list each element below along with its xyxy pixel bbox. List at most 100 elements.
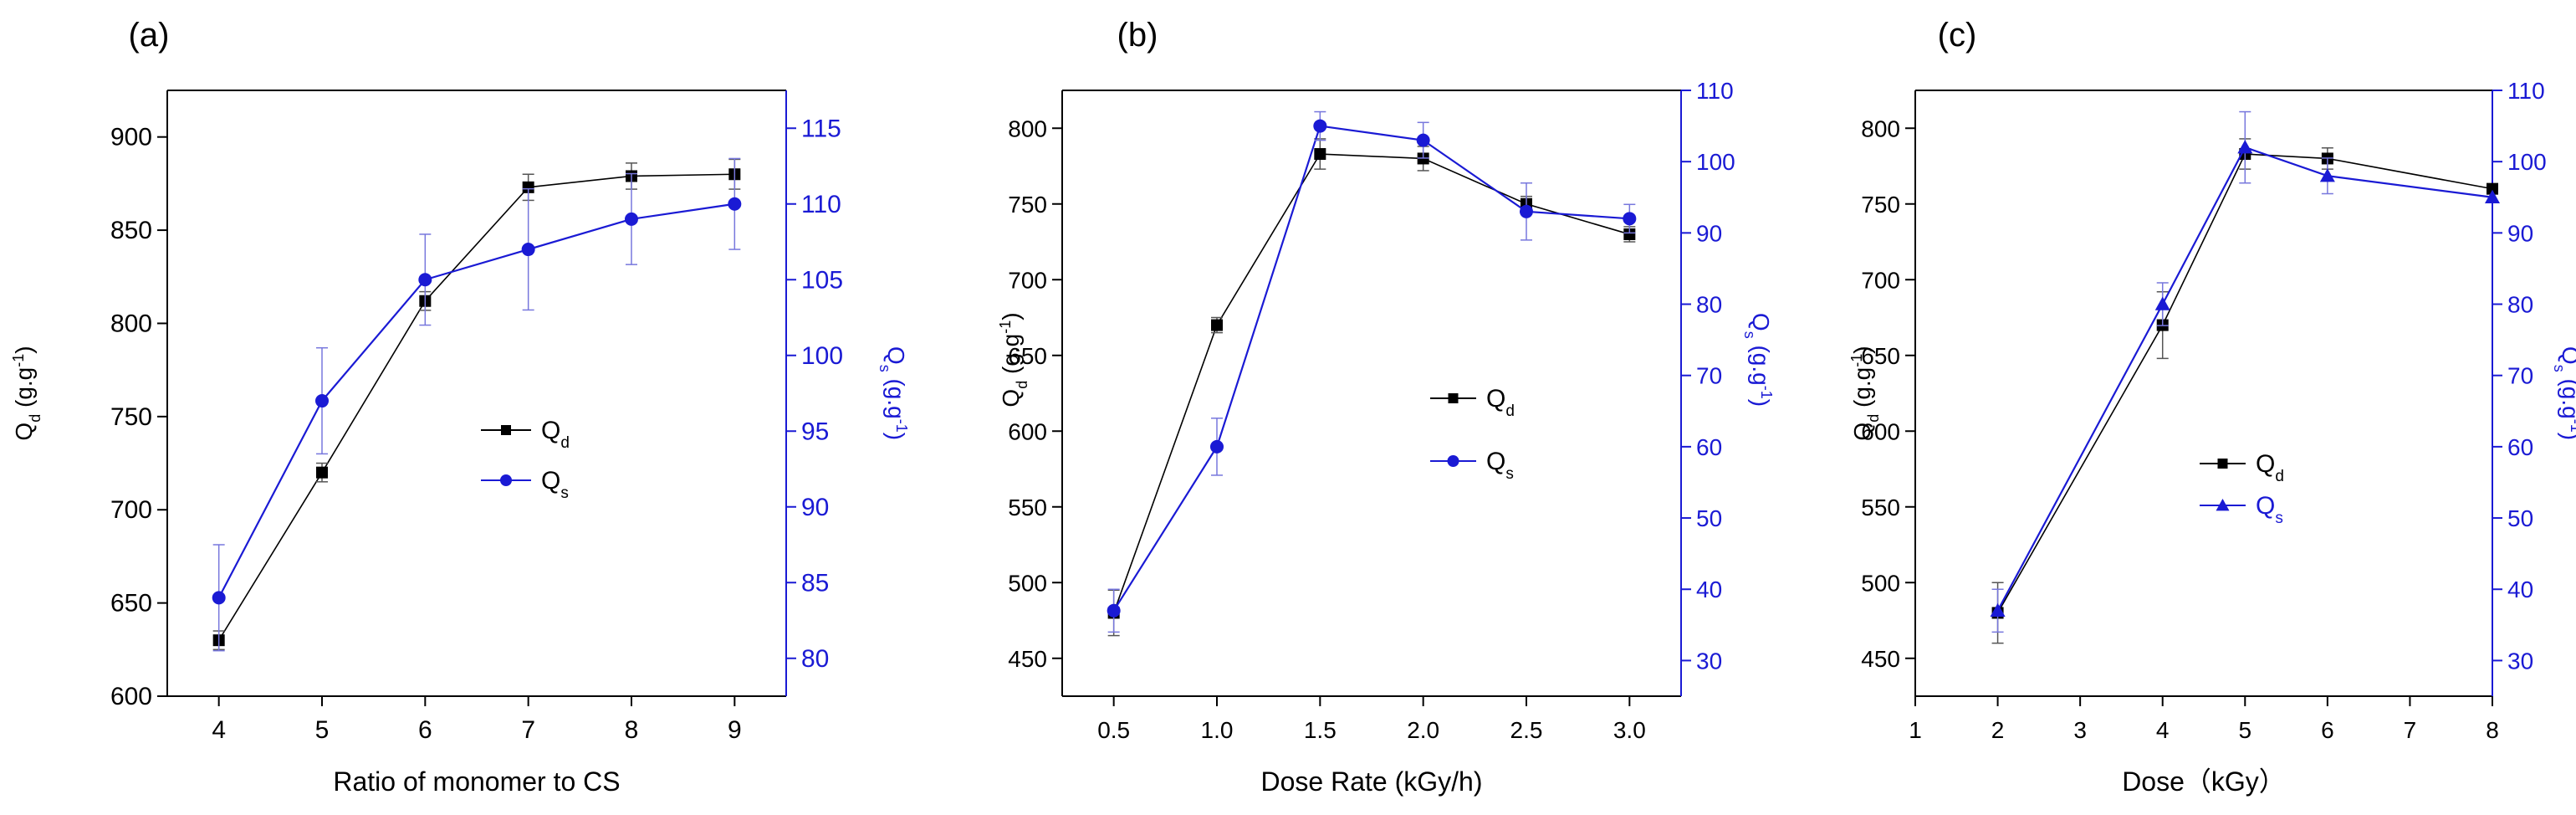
- data-point-qs: [1107, 603, 1121, 618]
- right-y-label-sup: -1: [1758, 386, 1775, 399]
- left-y-tick-label: 650: [1861, 343, 1900, 369]
- x-axis-label: Ratio of monomer to CS: [333, 766, 620, 797]
- right-y-tick-label: 90: [801, 494, 829, 521]
- left-y-label-base: Q: [998, 389, 1024, 408]
- chart-panel-b: (b) 0.5 1.0 1.5 2.0 2.5 3.0 450 500 550 600 650 700 7…: [997, 17, 1775, 797]
- legend-label-sub: s: [2275, 510, 2283, 527]
- panel-label: (b): [1117, 17, 1158, 54]
- legend-label-sub: s: [560, 484, 569, 502]
- data-point-qs: [2154, 296, 2170, 310]
- left-y-tick-label: 600: [110, 683, 152, 710]
- series-qs: [1990, 110, 2500, 633]
- data-point-qs: [2485, 189, 2500, 203]
- right-y-label-base: Q: [1748, 313, 1774, 331]
- left-y-label-close: ): [1849, 346, 1875, 353]
- panel-label: (a): [129, 17, 170, 54]
- data-point-qs: [625, 212, 638, 226]
- x-tick-label: 2.5: [1510, 717, 1543, 743]
- legend-marker: [1448, 393, 1459, 403]
- series-line-qd: [1112, 153, 1630, 613]
- x-tick-label: 8: [2486, 717, 2499, 743]
- right-y-tick-label: 50: [1696, 505, 1722, 531]
- panel-label: (c): [1938, 17, 1977, 54]
- x-tick-label: 3.0: [1613, 717, 1646, 743]
- legend-marker: [1447, 455, 1459, 467]
- left-y-axis-label: Qd (g.g-1): [10, 346, 43, 440]
- x-tick-label: 7: [521, 716, 535, 744]
- series-line-qd: [1996, 153, 2493, 613]
- x-tick-label: 5: [315, 716, 330, 744]
- data-point-qd: [316, 466, 328, 479]
- left-y-tick-label: 750: [1008, 192, 1047, 218]
- series-line-qs: [1996, 146, 2493, 612]
- left-y-tick-label: 700: [110, 496, 152, 524]
- left-y-tick-label: 600: [1008, 418, 1047, 444]
- legend-label: Qs: [541, 467, 569, 502]
- data-point-qd: [2487, 182, 2498, 195]
- right-y-tick-label: 40: [1696, 577, 1722, 602]
- right-y-axis-label: Qs (g.g-1): [2551, 346, 2576, 440]
- left-y-tick-label: 750: [1861, 192, 1900, 218]
- data-point-qs: [315, 394, 329, 408]
- left-y-label-close: ): [998, 312, 1024, 320]
- x-tick-label: 8: [625, 716, 639, 744]
- legend-marker: [2217, 459, 2228, 469]
- x-axis-label: Dose Rate (kGy/h): [1261, 766, 1483, 797]
- right-y-tick-label: 80: [801, 645, 829, 673]
- x-tick-label: 1.5: [1304, 717, 1337, 743]
- right-y-label-sup: -1: [893, 419, 910, 433]
- right-y-tick-label: 80: [2507, 292, 2533, 318]
- right-y-tick-label: 105: [801, 266, 843, 294]
- left-y-tick-label: 550: [1861, 495, 1900, 520]
- right-y-tick-label: 70: [1696, 363, 1722, 389]
- right-y-label-sub: s: [1741, 331, 1758, 339]
- right-y-label-sub: s: [2551, 365, 2568, 372]
- series-qd: [212, 158, 741, 651]
- right-y-label-unit: (g.g: [1748, 339, 1774, 386]
- left-y-tick-label: 850: [110, 217, 152, 244]
- data-point-qs: [1520, 204, 1533, 218]
- right-y-tick-label: 70: [2507, 363, 2533, 389]
- legend-label-base: Q: [2256, 492, 2275, 520]
- right-y-tick-label: 50: [2507, 505, 2533, 531]
- right-y-label-sup: -1: [2568, 419, 2576, 433]
- x-tick-label: 6: [418, 716, 432, 744]
- x-tick-label: 2.0: [1407, 717, 1439, 743]
- left-y-label-base: Q: [11, 423, 37, 441]
- series-qs: [1107, 110, 1637, 633]
- legend-label-sub: s: [1505, 465, 1514, 483]
- right-y-tick-label: 110: [2507, 78, 2545, 104]
- left-y-tick-label: 700: [1008, 267, 1047, 293]
- left-y-tick-label: 600: [1861, 418, 1900, 444]
- legend-label: Qs: [1486, 448, 1514, 483]
- left-y-tick-label: 800: [1861, 115, 1900, 141]
- data-point-qs: [418, 273, 432, 287]
- right-y-tick-label: 110: [1696, 78, 1734, 104]
- left-y-tick-label: 650: [110, 590, 152, 618]
- left-y-label-close: ): [11, 346, 37, 353]
- data-point-qd: [522, 181, 534, 193]
- left-y-tick-label: 900: [110, 124, 152, 151]
- right-y-tick-label: 100: [801, 342, 843, 370]
- left-y-tick-label: 800: [110, 310, 152, 337]
- data-point-qs: [212, 591, 226, 605]
- left-y-label-unit: (g.g: [998, 334, 1024, 381]
- left-y-label-unit: (g.g: [1849, 367, 1875, 414]
- left-y-tick-label: 500: [1008, 570, 1047, 596]
- data-point-qs: [1623, 212, 1637, 226]
- left-y-tick-label: 750: [110, 403, 152, 431]
- data-point-qs: [2237, 140, 2253, 154]
- left-y-label-base: Q: [1849, 423, 1875, 441]
- x-tick-label: 1: [1909, 717, 1922, 743]
- x-tick-label: 9: [728, 716, 742, 744]
- series-qd: [1991, 138, 2498, 644]
- left-y-axis-label: Qd (g.g-1): [1848, 346, 1882, 440]
- left-y-label-sup: -1: [10, 354, 27, 367]
- legend-label-base: Q: [1486, 385, 1505, 413]
- right-y-axis-label: Qs (g.g-1): [877, 346, 910, 440]
- right-y-tick-label: 100: [1696, 149, 1735, 175]
- left-y-axis-label: Qd (g.g-1): [997, 312, 1030, 407]
